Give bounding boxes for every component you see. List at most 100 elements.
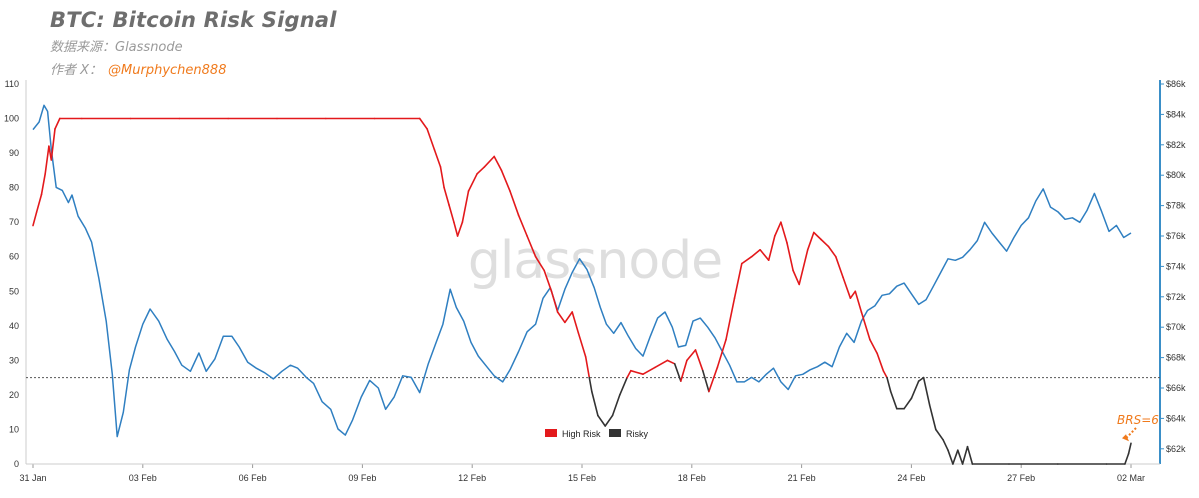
x-tick-label: 24 Feb <box>897 473 925 483</box>
brs-high-risk-segment <box>564 311 574 324</box>
brs-risky-segment <box>1127 442 1132 455</box>
brs-risky-segment <box>966 445 974 465</box>
legend-label: High Risk <box>562 429 601 439</box>
y-right-tick-label: $72k <box>1166 292 1186 302</box>
brs-high-risk-segment <box>820 238 830 248</box>
brs-high-risk-segment <box>476 166 486 175</box>
brs-risky-segment <box>961 445 969 465</box>
brs-high-risk-segment <box>834 255 844 279</box>
brs-risky-segment <box>928 404 937 431</box>
brs-high-risk-segment <box>876 352 885 372</box>
brs-high-risk-segment <box>571 311 580 334</box>
brs-risky-segment <box>604 414 614 427</box>
x-tick-label: 18 Feb <box>678 473 706 483</box>
author-prefix: 作者 X： <box>50 63 103 78</box>
brs-high-risk-segment <box>740 255 753 265</box>
annotation-arrow <box>1125 427 1137 439</box>
y-right-tick-label: $68k <box>1166 353 1186 363</box>
y-right-tick-label: $86k <box>1166 79 1186 89</box>
brs-high-risk-segment <box>626 369 632 379</box>
brs-risky-segment <box>942 438 949 452</box>
legend-swatch <box>609 429 621 437</box>
y-left-tick-label: 10 <box>9 424 19 434</box>
brs-high-risk-segment <box>812 231 822 241</box>
brs-risky-segment <box>1124 452 1130 465</box>
brs-high-risk-segment <box>842 276 852 300</box>
brs-high-risk-segment <box>666 359 676 365</box>
brs-high-risk-segment <box>642 366 657 376</box>
author-handle[interactable]: @Murphychen888 <box>108 63 227 78</box>
brs-risky-segment <box>917 376 925 382</box>
brs-high-risk-segment <box>493 155 503 172</box>
brs-high-risk-segment <box>854 290 863 313</box>
y-left-tick-label: 30 <box>9 355 19 365</box>
brs-high-risk-segment <box>694 349 704 372</box>
brs-high-risk-segment <box>686 349 697 362</box>
brs-high-risk-segment <box>543 269 553 293</box>
brs-high-risk-segment <box>426 128 436 151</box>
brs-high-risk-segment <box>32 211 38 227</box>
brs-high-risk-segment <box>767 235 776 262</box>
y-left-tick-label: 70 <box>9 217 19 227</box>
brs-high-risk-segment <box>827 245 837 258</box>
y-left-tick-label: 50 <box>9 286 19 296</box>
brs-high-risk-segment <box>483 155 496 168</box>
y-left-tick-label: 40 <box>9 321 19 331</box>
y-left-tick-label: 0 <box>14 459 19 469</box>
y-right-tick-label: $74k <box>1166 261 1186 271</box>
brs-risky-segment <box>618 376 628 396</box>
brs-risky-segment <box>886 376 892 393</box>
brs-high-risk-segment <box>733 262 743 300</box>
brs-high-risk-segment <box>556 311 566 324</box>
brs-high-risk-segment <box>418 117 428 130</box>
brs-high-risk-segment <box>456 221 464 237</box>
brs-high-risk-segment <box>439 166 445 189</box>
x-tick-label: 02 Mar <box>1117 473 1145 483</box>
brs-high-risk-segment <box>526 235 537 258</box>
brs-risky-segment <box>922 376 931 407</box>
brs-annotation: BRS=6 <box>1117 413 1159 427</box>
brs-high-risk-segment <box>882 369 888 379</box>
brs-high-risk-segment <box>759 249 770 262</box>
brs-high-risk-segment <box>35 193 43 213</box>
y-left-tick-label: 100 <box>4 114 19 124</box>
brs-high-risk-segment <box>773 221 782 237</box>
brs-risky-segment <box>952 449 959 465</box>
brs-risky-segment <box>701 369 710 393</box>
legend-label: Risky <box>626 429 648 439</box>
brs-high-risk-segment <box>453 221 459 237</box>
chart-header: BTC: Bitcoin Risk Signal 数据来源：Glassnode … <box>50 8 337 78</box>
chart-title: BTC: Bitcoin Risk Signal <box>50 8 337 32</box>
brs-high-risk-segment <box>517 214 528 237</box>
x-tick-label: 31 Jan <box>19 473 46 483</box>
y-left-tick-label: 110 <box>5 79 19 89</box>
brs-high-risk-segment <box>786 242 794 272</box>
x-tick-label: 06 Feb <box>239 473 267 483</box>
y-right-tick-label: $64k <box>1166 413 1186 423</box>
brs-high-risk-segment <box>629 369 644 376</box>
brs-high-risk-segment <box>780 221 788 244</box>
brs-risky-segment <box>934 428 944 441</box>
y-left-tick-label: 90 <box>9 148 19 158</box>
data-source: 数据来源：Glassnode <box>50 40 183 55</box>
brs-high-risk-segment <box>679 359 688 382</box>
brs-high-risk-segment <box>534 255 546 272</box>
brs-high-risk-segment <box>500 169 511 192</box>
brs-high-risk-segment <box>461 190 470 223</box>
brs-high-risk-segment <box>716 338 727 369</box>
y-right-tick-label: $80k <box>1166 170 1186 180</box>
brs-high-risk-segment <box>577 331 587 358</box>
brs-high-risk-segment <box>509 190 520 217</box>
brs-high-risk-segment <box>860 311 871 341</box>
brs-high-risk-segment <box>584 356 591 379</box>
author-line: 作者 X： @Murphychen888 <box>50 59 337 78</box>
y-left-tick-label: 80 <box>9 183 19 193</box>
brs-risky-segment <box>611 394 621 417</box>
brs-high-risk-segment <box>849 290 857 300</box>
x-tick-label: 03 Feb <box>129 473 157 483</box>
brs-risky-segment <box>947 449 954 465</box>
brs-high-risk-segment <box>792 269 801 286</box>
legend-swatch <box>545 429 557 437</box>
brs-high-risk-segment <box>467 173 478 192</box>
